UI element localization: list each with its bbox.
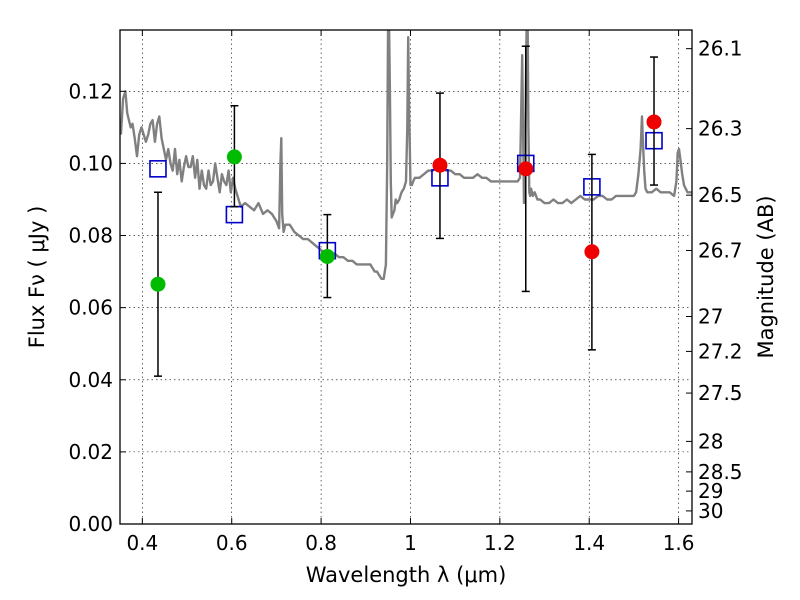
model-square-marker [225, 205, 244, 224]
plot-frame [119, 29, 693, 525]
x-tick-label: 0.6 [216, 531, 248, 555]
mag-tick-label: 26.5 [698, 183, 743, 207]
y-tick-label: 0.10 [68, 151, 113, 175]
y-axis-label: Flux Fν ( μJy ) [25, 206, 49, 349]
sed-spectrum-line [120, 30, 692, 280]
data-point-marker [518, 161, 534, 177]
mag-tick-label: 28.5 [698, 460, 743, 484]
y-axis-label-right: Magnitude (AB) [754, 195, 778, 358]
y-tick-label: 0.04 [68, 368, 113, 392]
y-tick-label: 0.00 [68, 512, 113, 536]
mag-tick-label: 28 [698, 429, 723, 453]
y-tick-label: 0.12 [68, 79, 113, 103]
data-point-marker [226, 149, 242, 165]
mag-tick-label: 30 [698, 499, 723, 523]
data-point-marker [432, 157, 448, 173]
mag-tick-label: 26.3 [698, 117, 743, 141]
x-tick-label: 1.2 [484, 531, 516, 555]
model-square-marker [149, 160, 167, 178]
x-tick-label: 1.4 [573, 531, 605, 555]
y-tick-label: 0.02 [68, 440, 113, 464]
data-point-marker [150, 276, 166, 292]
mag-tick-label: 27.5 [698, 381, 743, 405]
mag-tick-label: 27.2 [698, 339, 743, 363]
plot-area [120, 30, 692, 377]
y-tick-label: 0.08 [68, 224, 113, 248]
x-tick-label: 0.8 [305, 531, 337, 555]
x-tick-label: 1 [404, 531, 417, 555]
y-tick-label: 0.06 [68, 296, 113, 320]
grid [120, 30, 692, 525]
x-axis-label: Wavelength λ (μm) [306, 563, 507, 587]
x-tick-label: 0.4 [126, 531, 158, 555]
data-point-marker [584, 244, 600, 260]
mag-tick-label: 27 [698, 305, 723, 329]
mag-tick-label: 29 [698, 479, 723, 503]
data-point-marker [319, 248, 335, 264]
data-point-marker [646, 114, 662, 130]
mag-tick-label: 26.7 [698, 238, 743, 262]
axis-ticks: 0.4 0.6 0.8 1 1.2 1.4 1.6 0.00 0.02 0.04 0.06 0.08 0… [68, 30, 743, 555]
x-tick-label: 1.6 [663, 531, 695, 555]
mag-tick-label: 26.1 [698, 37, 743, 61]
